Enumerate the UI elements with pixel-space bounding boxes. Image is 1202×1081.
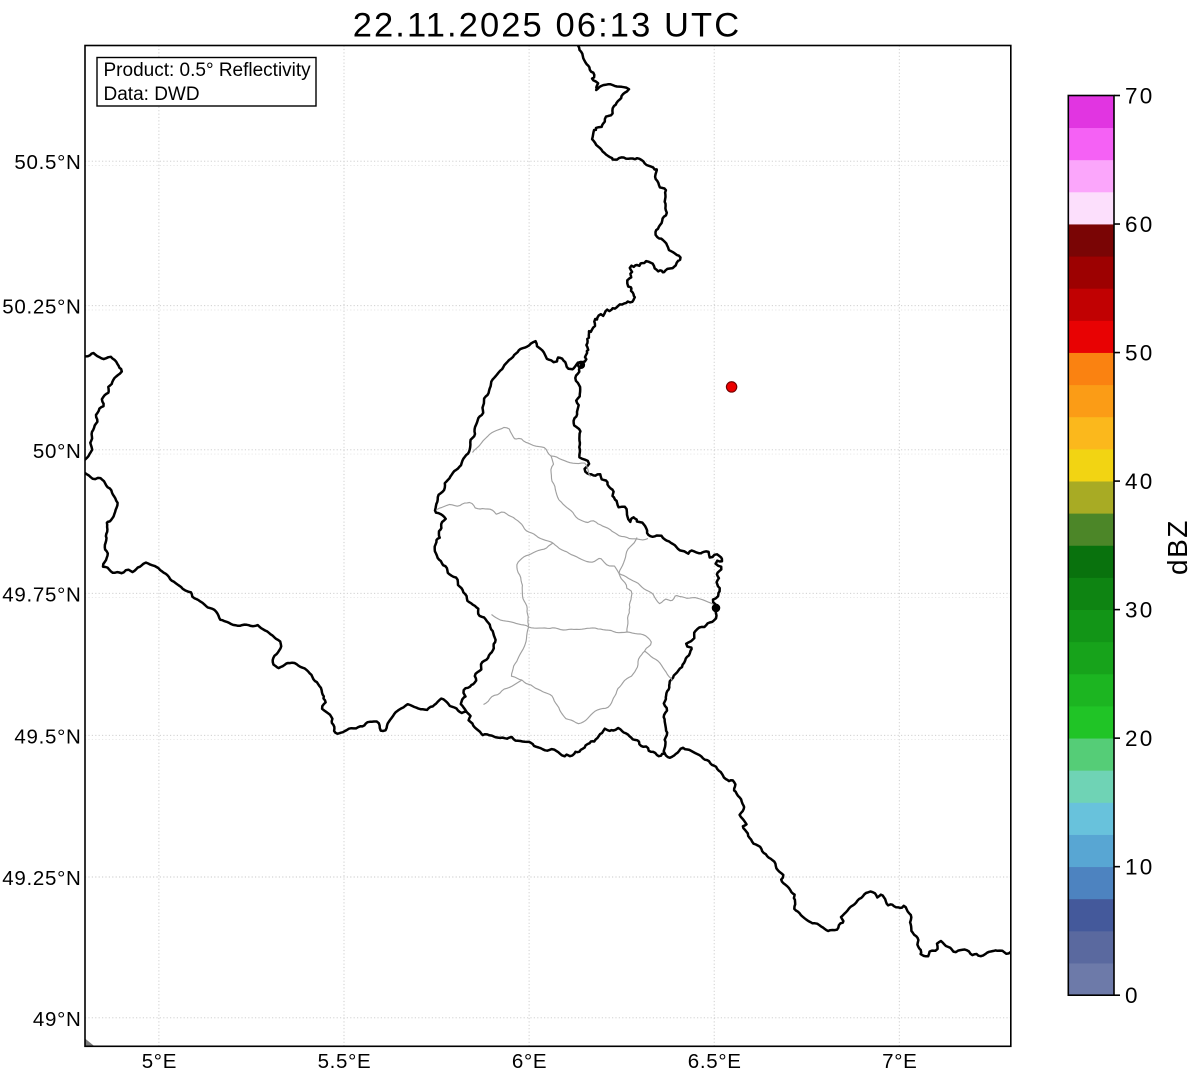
svg-text:Data: DWD: Data: DWD (104, 84, 200, 105)
svg-text:50.5°N: 50.5°N (14, 151, 81, 174)
svg-text:49.25°N: 49.25°N (2, 867, 81, 890)
svg-text:6.5°E: 6.5°E (688, 1050, 742, 1073)
svg-text:40: 40 (1125, 469, 1154, 494)
svg-text:20: 20 (1125, 726, 1154, 751)
svg-text:49.75°N: 49.75°N (2, 583, 81, 606)
svg-text:50: 50 (1125, 341, 1154, 366)
svg-text:49.5°N: 49.5°N (14, 725, 81, 748)
svg-text:60: 60 (1125, 212, 1154, 237)
svg-text:5°E: 5°E (142, 1050, 177, 1073)
svg-text:30: 30 (1125, 598, 1154, 623)
svg-text:49°N: 49°N (33, 1008, 82, 1031)
svg-text:70: 70 (1125, 84, 1154, 109)
svg-text:22.11.2025 06:13 UTC: 22.11.2025 06:13 UTC (353, 7, 742, 45)
svg-text:5.5°E: 5.5°E (318, 1050, 372, 1073)
svg-text:6°E: 6°E (512, 1050, 547, 1073)
svg-text:50°N: 50°N (33, 440, 82, 463)
svg-text:0: 0 (1125, 983, 1140, 1008)
svg-text:10: 10 (1125, 855, 1154, 880)
svg-text:7°E: 7°E (882, 1050, 917, 1073)
svg-text:dBZ: dBZ (1162, 519, 1193, 575)
svg-text:50.25°N: 50.25°N (2, 296, 81, 319)
svg-text:Product: 0.5° Reflectivity: Product: 0.5° Reflectivity (104, 60, 312, 81)
